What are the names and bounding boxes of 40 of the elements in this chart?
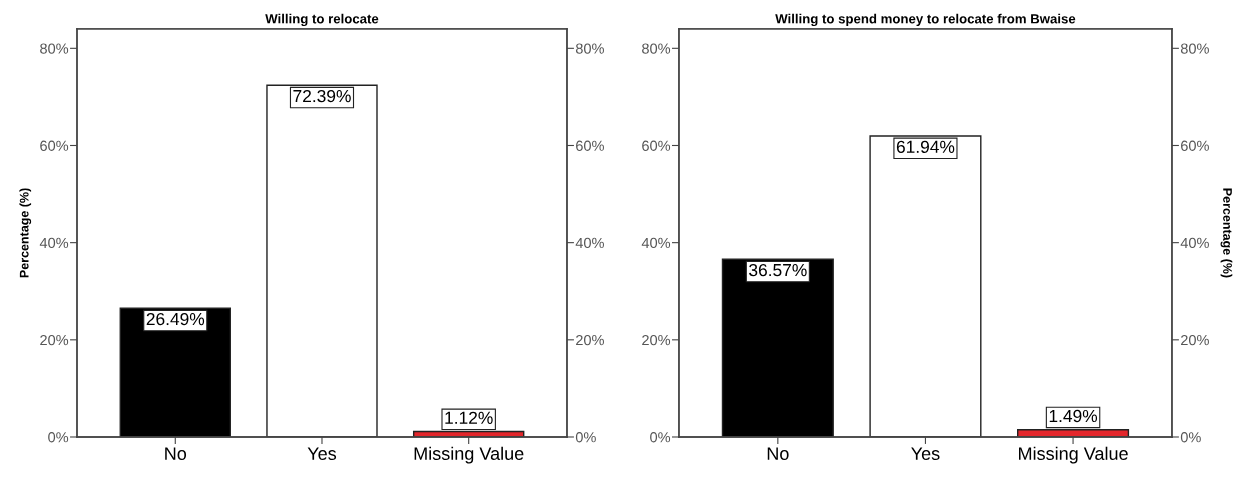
y2-tick-label: 0% bbox=[575, 432, 596, 443]
data-label: 26.49% bbox=[146, 312, 205, 326]
x-tick-label: No bbox=[165, 447, 187, 460]
bar bbox=[119, 307, 231, 437]
y2-tick-label: 0% bbox=[1180, 432, 1201, 443]
bar bbox=[869, 135, 982, 437]
x-tick-label: Yes bbox=[307, 447, 337, 460]
y-tick-label: 20% bbox=[642, 334, 671, 346]
data-label: 36.57% bbox=[749, 263, 807, 277]
y2-tick-label: 80% bbox=[575, 43, 604, 54]
chart-title: Willing to relocate bbox=[265, 13, 379, 27]
chart-title: Willing to spend money to relocate from Bwaise bbox=[775, 13, 1076, 27]
y2-tick-label: 60% bbox=[1181, 140, 1209, 151]
y-tick-label: 40% bbox=[39, 237, 69, 249]
y-tick-label: 80% bbox=[642, 43, 671, 54]
y2-tick-label: 40% bbox=[575, 237, 604, 249]
data-label: 61.94% bbox=[896, 140, 955, 153]
y-tick-label: 60% bbox=[642, 140, 671, 151]
x-tick-label: Missing Value bbox=[414, 446, 524, 464]
y-tick-label: 40% bbox=[641, 237, 671, 249]
y2-tick-label: 80% bbox=[1180, 43, 1209, 54]
y-tick-label: 60% bbox=[40, 140, 69, 151]
y-tick-label: 0% bbox=[48, 432, 69, 443]
bar bbox=[266, 84, 378, 437]
x-tick-label: Missing Value bbox=[1019, 446, 1128, 464]
y-tick-label: 20% bbox=[40, 334, 69, 346]
data-label: 1.12% bbox=[445, 411, 493, 424]
y-tick-label: 0% bbox=[650, 432, 671, 443]
y2-axis-title: Percentage (%) bbox=[1220, 188, 1233, 278]
data-label: 72.39% bbox=[293, 89, 351, 103]
y2-tick-label: 60% bbox=[576, 140, 604, 151]
y-tick-label: 80% bbox=[40, 43, 69, 54]
y2-tick-label: 20% bbox=[1181, 334, 1209, 346]
y-axis-title: Percentage (%) bbox=[19, 188, 32, 278]
x-tick-label: Yes bbox=[911, 447, 940, 460]
bar bbox=[721, 258, 834, 437]
data-label: 1.49% bbox=[1049, 409, 1098, 423]
y2-tick-label: 40% bbox=[1180, 237, 1209, 249]
x-tick-label: No bbox=[767, 447, 789, 460]
y2-tick-label: 20% bbox=[576, 334, 604, 346]
